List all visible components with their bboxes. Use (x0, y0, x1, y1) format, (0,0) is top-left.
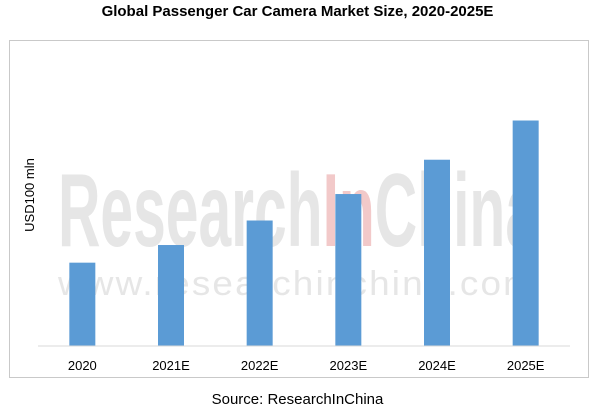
x-tick-label: 2022E (241, 358, 279, 373)
watermark-brand-part1: Research (58, 153, 323, 269)
bar-2024E (424, 159, 450, 346)
watermark-brand-part3: China (375, 153, 539, 269)
watermark-brand: ResearchInChina (58, 153, 539, 269)
bar-2025E (512, 120, 539, 347)
chart-title: Global Passenger Car Camera Market Size,… (101, 3, 494, 20)
bars-group (69, 120, 539, 347)
x-tick-label: 2021E (152, 358, 190, 373)
x-tick-label: 2024E (418, 358, 456, 373)
x-tick-labels: 2020 2021E 2022E 2023E 2024E 2025E (68, 358, 545, 373)
source-note: Source: ResearchInChina (211, 391, 384, 408)
bar-2020 (69, 262, 96, 346)
x-tick-label: 2023E (330, 358, 368, 373)
chart-frame (9, 40, 589, 378)
bar-2023E (335, 194, 362, 346)
watermark: ResearchInChina www.researchinchina.com (57, 153, 539, 303)
x-tick-label: 2020 (68, 358, 97, 373)
x-tick-label: 2025E (507, 358, 545, 373)
bar-2021E (158, 245, 184, 346)
bar-2022E (246, 220, 273, 346)
watermark-url: www.researchinchina.com (57, 265, 536, 303)
